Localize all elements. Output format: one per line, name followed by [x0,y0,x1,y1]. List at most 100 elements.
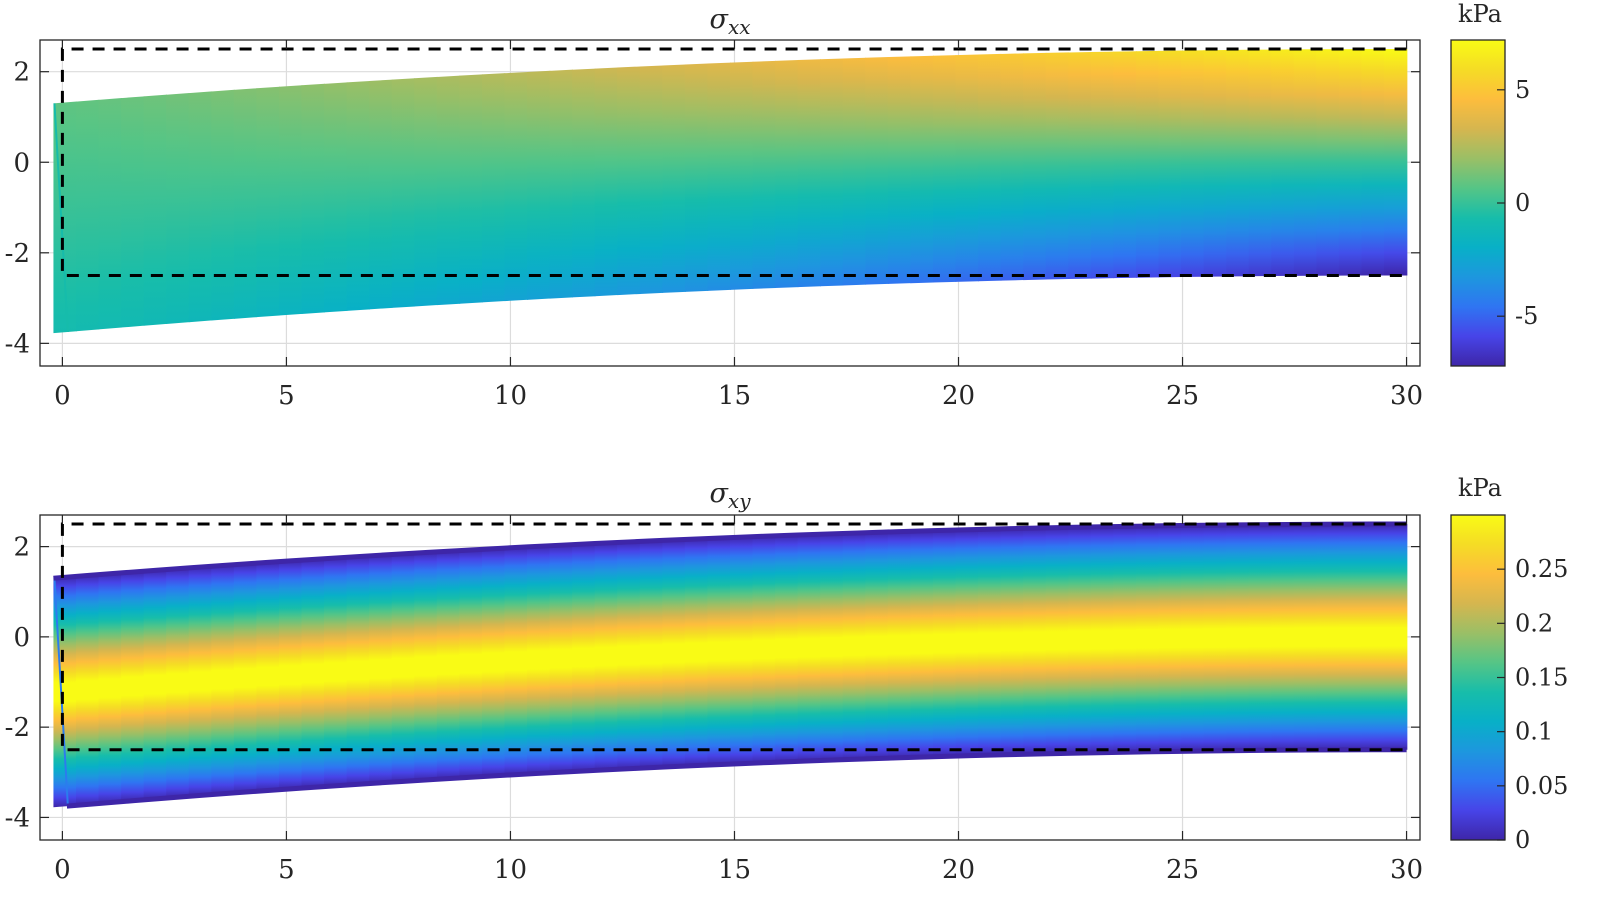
colorbar-tick-label: 0 [1515,189,1530,217]
beam-strip [481,73,506,303]
beam-strip [1203,524,1227,752]
beam-strip [211,564,235,795]
beam-strip [414,551,438,781]
beam-strip [820,58,844,287]
beam-strip [504,71,528,302]
x-tick-label: 15 [718,381,751,411]
beam-strip [143,94,168,326]
beam-strip [369,554,393,784]
beam-strip [662,64,686,293]
undeformed-outline [60,522,1407,752]
y-tick-label: -2 [5,239,30,269]
beam-strip [391,78,416,308]
beam-strip [1271,524,1295,751]
beam-strip [1293,524,1318,751]
beam-strip [233,88,258,319]
beam-strip [1068,526,1092,754]
beam-strip [324,557,348,787]
beam-strip [887,531,912,759]
x-tick-label: 30 [1390,855,1423,885]
beam-strip [1181,525,1205,752]
colorbar-tick-label: 0.05 [1515,772,1568,800]
beam-strip [1000,528,1024,755]
beam-strip [278,560,303,790]
y-tick-label: -4 [5,329,30,359]
beam-strip [391,553,416,783]
beam-strip [594,67,619,297]
colorbar-unit-label: kPa [1458,0,1502,28]
beam-strip [549,69,573,299]
beam-strip [1316,524,1340,750]
beam-strip [730,61,754,290]
undeformed-outline [60,47,1407,277]
beam-strip [1248,49,1273,277]
beam-strip [143,569,168,800]
beam-strip [730,536,754,765]
beam-strip [1045,527,1070,754]
colorbar: 5 0 -5 kPa [1450,0,1538,367]
beam-strip [1248,524,1273,751]
beam-strip [1316,49,1340,276]
beam-strip [684,538,709,767]
chart-title: σxy [709,478,751,513]
beam-strip [707,62,731,291]
beam-strip [594,542,619,771]
beam-strip [978,528,1002,756]
y-tick-label: 0 [13,148,30,178]
beam-strip [121,571,145,802]
colorbar-tick-label: 0.25 [1515,555,1568,583]
beam-strip [346,555,370,786]
beam-strip [481,548,506,777]
x-tick-label: 0 [54,855,71,885]
beam-bottom-edge [66,747,1407,809]
beam-strip [75,574,100,806]
beam-strip [1113,51,1137,279]
beam-strip [1361,49,1385,276]
beam-strip [1181,50,1205,278]
colorbar-unit-label: kPa [1458,474,1502,502]
beam-strip [436,550,461,780]
x-tick-label: 5 [278,381,295,411]
beam-strip [459,549,483,778]
beam-strip [1384,524,1408,750]
beam-strip [820,533,844,761]
colorbar-gradient [1450,39,1506,367]
y-tick-label: -4 [5,803,30,833]
deformed-beam [53,521,1408,809]
colorbar-tick-label: -5 [1515,302,1538,330]
colorbar-tick-label: 0 [1515,826,1530,854]
colorbar-tick-label: 0.15 [1515,664,1568,692]
beam-strip [639,540,664,769]
axes-box [39,514,1421,841]
chart-panel-2: 0 5 10 15 20 25 3020-2-4σxy0.250.20.150.10.050… [5,474,1569,885]
y-tick-label: 2 [13,58,30,88]
beam-strip [887,56,912,284]
beam-strip [211,89,235,321]
axes-box [39,39,1421,367]
x-tick-label: 10 [494,381,527,411]
beam-strip [98,98,122,330]
beam-strip [842,532,867,760]
beam-strip [1293,49,1318,276]
beam-strip [910,55,934,284]
beam-strip [572,543,596,772]
beam-strip [121,96,145,328]
beam-strip [662,539,686,768]
beam-strip [955,54,979,282]
y-tick-label: 2 [13,533,30,563]
beam-strip [865,57,889,285]
beam-strip [775,60,799,289]
x-tick-label: 25 [1166,855,1199,885]
beam-strip [572,68,596,298]
beam-top-edge [53,521,1407,581]
beam-strip [1113,526,1137,753]
beam-strip [549,544,573,773]
beam-strip [301,83,325,314]
beam-strip [617,541,641,770]
beam-strip [865,531,889,759]
colorbar: 0.25 0.2 0.15 0.1 0.05 0 kPa [1450,474,1568,854]
beam-strip [166,567,190,799]
beam-strip [75,99,100,332]
beam-strip [842,57,867,286]
